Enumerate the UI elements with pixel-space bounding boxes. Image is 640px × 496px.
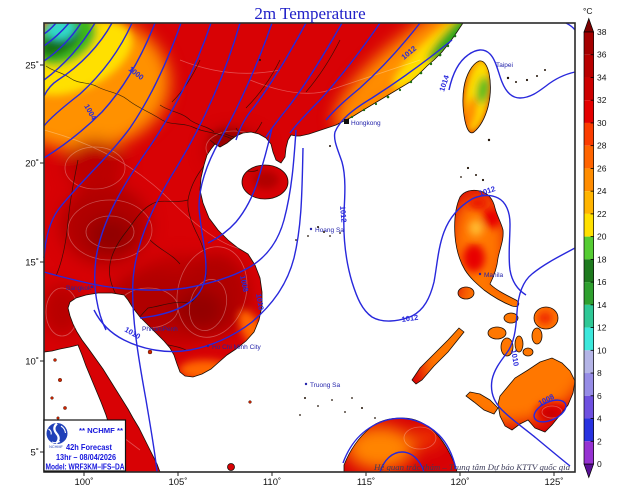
svg-text:28: 28 xyxy=(597,141,607,151)
svg-text:20: 20 xyxy=(597,232,607,242)
svg-text:6: 6 xyxy=(597,391,602,401)
svg-text:1010: 1010 xyxy=(254,293,266,311)
svg-text:Hongkong: Hongkong xyxy=(351,120,381,127)
svg-text:105˚: 105˚ xyxy=(168,477,187,488)
svg-text:16: 16 xyxy=(597,277,607,287)
svg-text:Bangkok: Bangkok xyxy=(66,285,92,292)
svg-text:24: 24 xyxy=(597,186,607,196)
svg-text:PhnomPenh: PhnomPenh xyxy=(142,326,178,333)
svg-text:NCHMF: NCHMF xyxy=(49,445,63,449)
svg-text:20˚: 20˚ xyxy=(25,159,39,170)
svg-text:5˚: 5˚ xyxy=(31,448,39,459)
svg-text:15˚: 15˚ xyxy=(25,258,39,269)
svg-text:10˚: 10˚ xyxy=(25,357,39,368)
svg-text:110˚: 110˚ xyxy=(263,477,281,488)
svg-text:2: 2 xyxy=(597,436,602,446)
svg-text:30: 30 xyxy=(597,118,607,128)
svg-text:115˚: 115˚ xyxy=(357,477,375,488)
svg-text:36: 36 xyxy=(597,50,607,60)
svg-text:25˚: 25˚ xyxy=(25,61,39,72)
svg-text:Taipei: Taipei xyxy=(496,62,513,69)
svg-text:0: 0 xyxy=(597,459,602,469)
svg-text:2m Temperature: 2m Temperature xyxy=(254,4,365,23)
svg-text:125˚: 125˚ xyxy=(544,477,563,488)
svg-text:8: 8 xyxy=(597,368,602,378)
svg-text:Truong Sa: Truong Sa xyxy=(310,382,340,389)
svg-text:12: 12 xyxy=(597,323,607,333)
svg-text:10: 10 xyxy=(597,345,607,355)
svg-text:1012: 1012 xyxy=(401,313,419,324)
svg-text:32: 32 xyxy=(597,95,607,105)
svg-text:Hoang Sa: Hoang Sa xyxy=(315,227,344,234)
svg-text:1010: 1010 xyxy=(509,349,521,367)
svg-text:22: 22 xyxy=(597,209,607,219)
svg-text:** NCHMF **: ** NCHMF ** xyxy=(79,426,123,435)
svg-text:Model: WRF3KM–IFS–DA: Model: WRF3KM–IFS–DA xyxy=(46,462,125,472)
svg-text:1012: 1012 xyxy=(338,205,348,222)
svg-text:Hệ quan trắc thám – Trung tâm: Hệ quan trắc thám – Trung tâm Dự báo KTT… xyxy=(373,462,571,472)
svg-text:Ho Chi Minh City: Ho Chi Minh City xyxy=(212,344,262,351)
svg-text:38: 38 xyxy=(597,27,607,37)
svg-text:4: 4 xyxy=(597,414,602,424)
svg-text:1008: 1008 xyxy=(238,275,250,293)
svg-text:120˚: 120˚ xyxy=(450,477,469,488)
svg-text:34: 34 xyxy=(597,73,607,83)
svg-text:°C: °C xyxy=(583,6,593,16)
svg-text:14: 14 xyxy=(597,300,607,310)
svg-text:42h Forecast: 42h Forecast xyxy=(66,442,112,452)
svg-text:100˚: 100˚ xyxy=(74,477,93,488)
svg-text:13hr – 08/04/2026: 13hr – 08/04/2026 xyxy=(56,452,116,462)
svg-text:Manila: Manila xyxy=(484,272,504,279)
svg-text:18: 18 xyxy=(597,254,607,264)
svg-text:26: 26 xyxy=(597,163,607,173)
